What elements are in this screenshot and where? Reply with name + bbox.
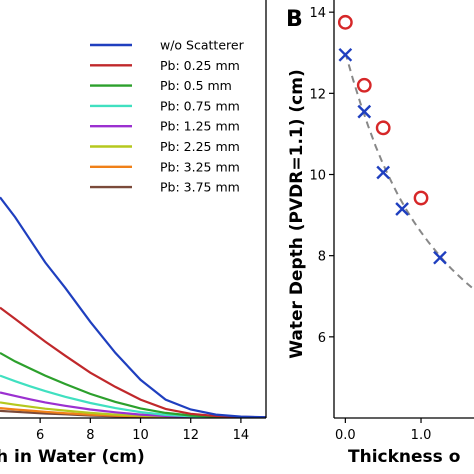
series-line-0 — [0, 196, 267, 419]
panel-a: 6 8 10 12 14 h in Water (cm) w/o Scatterer Pb… — [0, 0, 267, 467]
x-tick-label: 1.0 — [411, 428, 432, 443]
panel-a-lines — [0, 196, 267, 419]
panel-a-x-axis-label: h in Water (cm) — [0, 447, 145, 467]
panel-b-x-axis-label: Thickness o — [348, 447, 460, 467]
fit-curve — [344, 52, 474, 291]
panel-b: B Water Depth (PVDR=1.1) (cm) 6 8 10 12 14 0… — [286, 0, 474, 467]
legend-label: Pb: 2.25 mm — [160, 139, 240, 154]
circle-marker — [356, 77, 372, 93]
series-line-1 — [0, 306, 267, 419]
legend-label: Pb: 0.25 mm — [160, 58, 240, 73]
panel-a-x-ticks: 6 8 10 12 14 — [36, 418, 249, 443]
x-marker — [357, 104, 372, 119]
panel-a-legend: w/o Scatterer Pb: 0.25 mm Pb: 0.5 mm Pb: 0.… — [90, 38, 245, 195]
x-tick-label: 0.0 — [335, 428, 356, 443]
legend-label: w/o Scatterer — [160, 38, 245, 53]
y-tick-label: 12 — [309, 87, 326, 102]
circle-marker — [337, 14, 353, 30]
circle-marker — [375, 120, 391, 136]
legend-label: Pb: 1.25 mm — [160, 119, 240, 134]
x-tick-label: 6 — [36, 428, 44, 443]
x-tick-label: 10 — [132, 428, 149, 443]
panel-b-letter: B — [286, 7, 303, 32]
panel-b-y-ticks: 6 8 10 12 14 — [309, 6, 334, 346]
y-tick-label: 14 — [309, 6, 326, 21]
x-tick-label: 12 — [182, 428, 199, 443]
y-tick-label: 10 — [309, 169, 326, 184]
x-marker — [338, 47, 353, 62]
panel-b-points — [337, 14, 474, 291]
x-marker — [395, 202, 409, 216]
x-marker — [376, 165, 391, 180]
x-tick-label: 14 — [233, 428, 250, 443]
panel-b-x-ticks: 0.0 1.0 — [335, 418, 431, 443]
x-tick-label: 8 — [86, 428, 94, 443]
legend-label: Pb: 0.75 mm — [160, 98, 240, 113]
legend-label: Pb: 3.75 mm — [160, 180, 240, 195]
circle-marker — [413, 190, 429, 206]
x-marker — [433, 250, 447, 265]
y-tick-label: 6 — [318, 331, 326, 346]
y-tick-label: 8 — [318, 250, 326, 265]
legend-label: Pb: 3.25 mm — [160, 159, 240, 174]
legend-label: Pb: 0.5 mm — [160, 78, 232, 93]
panel-b-y-axis-label: Water Depth (PVDR=1.1) (cm) — [287, 69, 307, 359]
